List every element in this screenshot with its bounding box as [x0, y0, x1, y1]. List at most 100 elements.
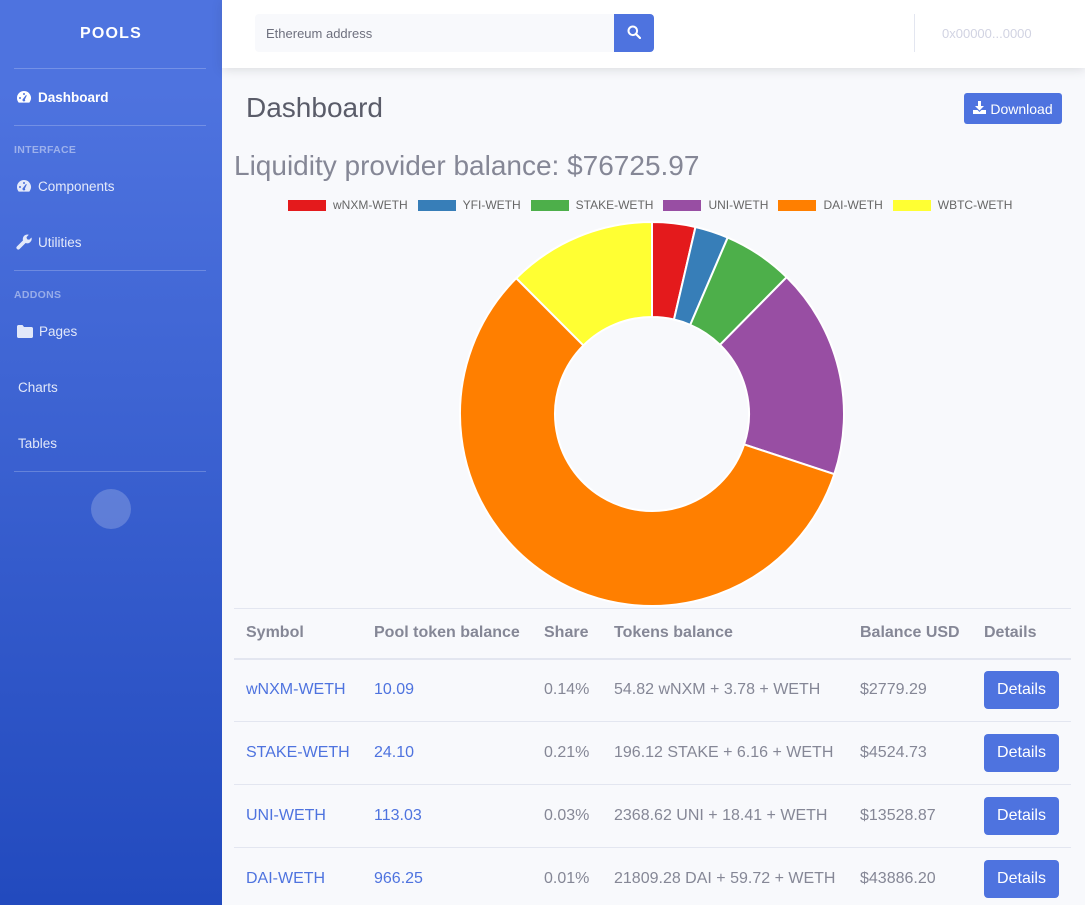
details-button[interactable]: Details	[984, 671, 1059, 710]
pool-balance-link[interactable]: 10.09	[362, 658, 532, 722]
details-cell: Details	[972, 658, 1071, 722]
wallet-address[interactable]: 0x00000...0000	[942, 26, 1032, 41]
sidebar-item-label: Pages	[39, 323, 78, 339]
details-button[interactable]: Details	[984, 734, 1059, 772]
sidebar-divider	[14, 68, 206, 69]
symbol-link[interactable]: STAKE-WETH	[234, 721, 362, 785]
tokens-cell: 54.82 wNXM + 3.78 + WETH	[602, 658, 848, 722]
tokens-cell: 2368.62 UNI + 18.41 + WETH	[602, 784, 848, 848]
search-group	[255, 14, 655, 52]
sidebar-divider	[14, 125, 206, 126]
sidebar-item-components[interactable]: Components	[0, 158, 222, 214]
folder-icon	[17, 324, 39, 338]
tokens-cell: 196.12 STAKE + 6.16 + WETH	[602, 721, 848, 785]
search-input[interactable]	[255, 14, 614, 52]
legend-swatch	[417, 199, 456, 211]
legend-item[interactable]: WBTC-WETH	[892, 198, 1013, 212]
topbar: 0x00000...0000	[222, 0, 1085, 68]
details-button[interactable]: Details	[984, 797, 1059, 835]
symbol-link[interactable]: DAI-WETH	[234, 847, 362, 905]
sidebar-divider	[14, 471, 206, 472]
sidebar-heading-addons: ADDONS	[14, 289, 62, 301]
sidebar-item-pages[interactable]: Pages	[0, 303, 222, 359]
legend-label: WBTC-WETH	[937, 198, 1013, 212]
donut-slice-wbtc-weth[interactable]	[514, 220, 653, 347]
download-label: Download	[990, 100, 1053, 117]
details-button[interactable]: Details	[984, 860, 1059, 899]
wrench-icon	[16, 234, 38, 250]
legend-swatch	[288, 199, 326, 211]
sidebar-item-charts[interactable]: Charts	[0, 359, 222, 415]
download-icon	[973, 100, 987, 117]
table-row: wNXM-WETH 10.09 0.14% 54.82 wNXM + 3.78 …	[234, 658, 1071, 722]
donut-slice-uni-weth[interactable]	[718, 275, 845, 476]
search-button[interactable]	[614, 14, 654, 52]
sidebar-item-label: Utilities	[38, 234, 82, 250]
symbol-link[interactable]: UNI-WETH	[234, 784, 362, 848]
legend-item[interactable]: wNXM-WETH	[288, 198, 408, 212]
tachometer-icon	[16, 90, 38, 104]
table-row: DAI-WETH 966.25 0.01% 21809.28 DAI + 59.…	[234, 847, 1071, 905]
topbar-divider	[914, 14, 915, 52]
sidebar-item-dashboard[interactable]: Dashboard	[0, 69, 222, 125]
legend-item[interactable]: YFI-WETH	[417, 198, 521, 212]
legend-item[interactable]: UNI-WETH	[663, 198, 768, 212]
table-header-cell: Pool token balance	[362, 608, 532, 660]
table-header-cell: Symbol	[234, 608, 362, 660]
share-cell: 0.21%	[532, 721, 602, 785]
lp-balance-heading: Liquidity provider balance: $76725.97	[234, 150, 700, 181]
sidebar-brand[interactable]: POOLS	[79, 25, 142, 42]
legend-swatch	[892, 199, 931, 211]
chart-legend: wNXM-WETH YFI-WETH STAKE-WETH UNI-WETH DAI-W…	[288, 198, 1022, 212]
sidebar-heading-interface: INTERFACE	[14, 144, 77, 156]
legend-swatch	[530, 199, 569, 211]
table-header-cell: Details	[972, 608, 1071, 660]
table-header-cell: Tokens balance	[602, 608, 848, 660]
details-cell: Details	[972, 784, 1071, 848]
legend-item[interactable]: DAI-WETH	[778, 198, 883, 212]
usd-cell: $43886.20	[848, 847, 972, 905]
share-cell: 0.14%	[532, 658, 602, 722]
tokens-cell: 21809.28 DAI + 59.72 + WETH	[602, 847, 848, 905]
sidebar-item-label: Charts	[18, 379, 58, 395]
download-button[interactable]: Download	[964, 93, 1062, 124]
legend-swatch	[663, 199, 702, 211]
sidebar-item-label: Tables	[18, 435, 58, 451]
sidebar-item-utilities[interactable]: Utilities	[0, 214, 222, 270]
symbol-link[interactable]: wNXM-WETH	[234, 658, 362, 722]
sidebar-item-tables[interactable]: Tables	[0, 415, 222, 471]
details-cell: Details	[972, 847, 1071, 905]
pool-balance-link[interactable]: 966.25	[362, 847, 532, 905]
tachometer-icon	[16, 179, 38, 193]
page-title: Dashboard	[246, 92, 383, 123]
sidebar: POOLS Dashboard INTERFACE Components Uti…	[0, 0, 222, 905]
pool-balance-link[interactable]: 113.03	[362, 784, 532, 848]
sidebar-divider	[14, 270, 206, 271]
donut-slice-dai-weth[interactable]	[459, 276, 836, 607]
usd-cell: $2779.29	[848, 658, 972, 722]
details-cell: Details	[972, 721, 1071, 785]
usd-cell: $4524.73	[848, 721, 972, 785]
legend-label: UNI-WETH	[708, 198, 769, 212]
sidebar-toggle-button[interactable]	[91, 489, 131, 529]
table-header-row: Symbol Pool token balance Share Tokens b…	[234, 608, 1071, 660]
pool-donut-chart	[459, 220, 845, 607]
usd-cell: $13528.87	[848, 784, 972, 848]
legend-swatch	[778, 199, 817, 211]
share-cell: 0.03%	[532, 784, 602, 848]
table-header-cell: Balance USD	[848, 608, 972, 660]
search-icon	[627, 25, 642, 42]
legend-label: STAKE-WETH	[575, 198, 654, 212]
pools-table: Symbol Pool token balance Share Tokens b…	[234, 608, 1071, 905]
table-row: STAKE-WETH 24.10 0.21% 196.12 STAKE + 6.…	[234, 721, 1071, 785]
legend-label: wNXM-WETH	[333, 198, 408, 212]
legend-item[interactable]: STAKE-WETH	[530, 198, 654, 212]
table-row: UNI-WETH 113.03 0.03% 2368.62 UNI + 18.4…	[234, 784, 1071, 848]
sidebar-item-label: Dashboard	[38, 89, 109, 105]
sidebar-item-label: Components	[38, 178, 115, 194]
share-cell: 0.01%	[532, 847, 602, 905]
pool-balance-link[interactable]: 24.10	[362, 721, 532, 785]
legend-label: DAI-WETH	[823, 198, 883, 212]
table-header-cell: Share	[532, 608, 602, 660]
legend-label: YFI-WETH	[462, 198, 521, 212]
